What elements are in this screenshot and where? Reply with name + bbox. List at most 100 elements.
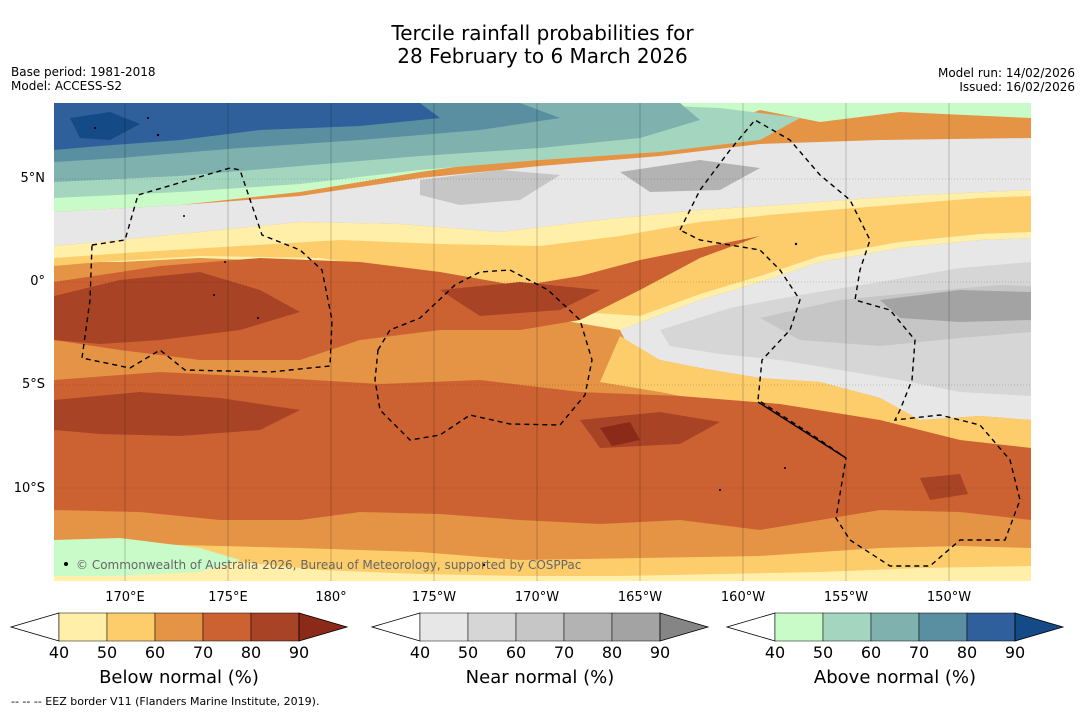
lon-tick-150w: 150°W (926, 590, 972, 605)
model-run: Model run: 14/02/2026 (937, 66, 1075, 80)
model-name: Model: ACCESS-S2 (11, 79, 123, 93)
meta-right: Model run: 14/02/2026 Issued: 16/02/2026 (938, 66, 1075, 94)
island-dot (224, 261, 226, 263)
colorbar-under-triangle (370, 612, 421, 642)
title-line-1: Tercile rainfall probabilities for (391, 21, 694, 45)
eez-solid-segment (757, 401, 847, 459)
field-below-80-southwest (54, 392, 300, 436)
island-dot (257, 317, 259, 319)
colorbar-segment (419, 612, 469, 642)
islands (64, 117, 798, 567)
field-below-70-south (54, 372, 1031, 530)
island-dot (94, 127, 96, 129)
colorbar-segment (611, 612, 661, 642)
colorbar-segment (563, 612, 613, 642)
graticule (54, 178, 1031, 489)
island-dot (719, 489, 721, 491)
eez-borders (81, 119, 1021, 567)
graticule-meridians (124, 103, 950, 581)
colorbar-segment (966, 612, 1016, 642)
cb-below-tick-50: 50 (96, 643, 118, 662)
map-title: Tercile rainfall probabilities for 28 Fe… (0, 22, 1085, 68)
colorbar-segment (774, 612, 824, 642)
field-near-40-north (54, 138, 1031, 246)
colorbar-segment (154, 612, 204, 642)
colorbar-segment (822, 612, 872, 642)
island-dot (183, 215, 185, 217)
field-below-50-east (600, 336, 1031, 450)
field-below-80-central (440, 282, 600, 316)
colorbar-over-triangle (659, 612, 710, 642)
field-near-80-east (880, 290, 1031, 322)
copyright-notice: © Commonwealth of Australia 2026, Bureau… (76, 558, 582, 572)
field-near-70-north (620, 160, 760, 192)
cb-above-tick-90: 90 (1004, 643, 1026, 662)
colorbar-segment (467, 612, 517, 642)
field-below-40-south (54, 556, 1031, 581)
colorbar-above-normal (725, 612, 1065, 642)
island-dot (482, 563, 486, 567)
cb-near-tick-40: 40 (409, 643, 431, 662)
eez-tokelau (374, 269, 593, 441)
colorbar-segment (202, 612, 252, 642)
issued-date: Issued: 16/02/2026 (959, 80, 1075, 94)
field-below-80-west (54, 272, 300, 344)
colorbar-over-triangle (298, 612, 349, 642)
field-below-90-patch (600, 422, 640, 446)
island-dot (784, 467, 786, 469)
lat-tick-10s: 10°S (13, 481, 45, 496)
field-above-90 (70, 112, 140, 140)
colorbar-under-triangle (9, 612, 60, 642)
cb-below-tick-60: 60 (144, 643, 166, 662)
title-line-2: 28 February to 6 March 2026 (397, 44, 688, 68)
cb-near-label: Near normal (%) (465, 667, 615, 688)
cb-above-tick-50: 50 (812, 643, 834, 662)
lon-tick-180: 180° (315, 590, 347, 605)
cb-below-tick-40: 40 (48, 643, 70, 662)
cb-below-label: Below normal (%) (99, 667, 259, 688)
lon-tick-155w: 155°W (823, 590, 869, 605)
island-dot (147, 117, 149, 119)
island-dot (213, 294, 215, 296)
cb-below-tick-90: 90 (288, 643, 310, 662)
colorbar-segment (918, 612, 968, 642)
colorbar-segment (515, 612, 565, 642)
colorbar-segment (58, 612, 108, 642)
cb-near-tick-80: 80 (601, 643, 623, 662)
colorbar-over-triangle (1014, 612, 1065, 642)
cb-near-tick-70: 70 (553, 643, 575, 662)
colorbar-segment (250, 612, 300, 642)
lon-tick-170e: 170°E (105, 590, 145, 605)
field-below-80-east (920, 474, 968, 500)
lon-tick-160w: 160°W (720, 590, 766, 605)
cb-below-tick-70: 70 (192, 643, 214, 662)
base-period: Base period: 1981-2018 (11, 65, 156, 79)
colorbar-segment (106, 612, 156, 642)
cb-near-tick-60: 60 (505, 643, 527, 662)
field-near-60-north (420, 170, 560, 205)
colorbar-segment (870, 612, 920, 642)
colorbar-near-normal (370, 612, 710, 642)
meta-left: Base period: 1981-2018 Model: ACCESS-S2 (11, 65, 156, 93)
lat-tick-5n: 5°N (20, 171, 46, 186)
cb-above-label: Above normal (%) (813, 667, 977, 688)
island-dot (156, 133, 160, 137)
lon-tick-175w: 175°W (411, 590, 457, 605)
colorbar-below-normal (9, 612, 349, 642)
field-above-80 (54, 103, 440, 150)
cb-near-tick-50: 50 (457, 643, 479, 662)
cb-below-tick-80: 80 (240, 643, 262, 662)
cb-above-tick-80: 80 (956, 643, 978, 662)
eez-tuvalu-kiribati-west (81, 167, 333, 373)
lon-tick-175e: 175°E (208, 590, 248, 605)
colorbar-under-triangle (725, 612, 776, 642)
lat-tick-0: 0° (30, 274, 45, 289)
field-below-50-north (54, 196, 1031, 316)
cb-above-tick-60: 60 (860, 643, 882, 662)
lon-tick-165w: 165°W (617, 590, 663, 605)
eez-footnote: -- -- -- EEZ border V11 (Flanders Marine… (11, 695, 320, 708)
lon-tick-170w: 170°W (514, 590, 560, 605)
cb-near-tick-90: 90 (649, 643, 671, 662)
lat-tick-5s: 5°S (21, 377, 45, 392)
